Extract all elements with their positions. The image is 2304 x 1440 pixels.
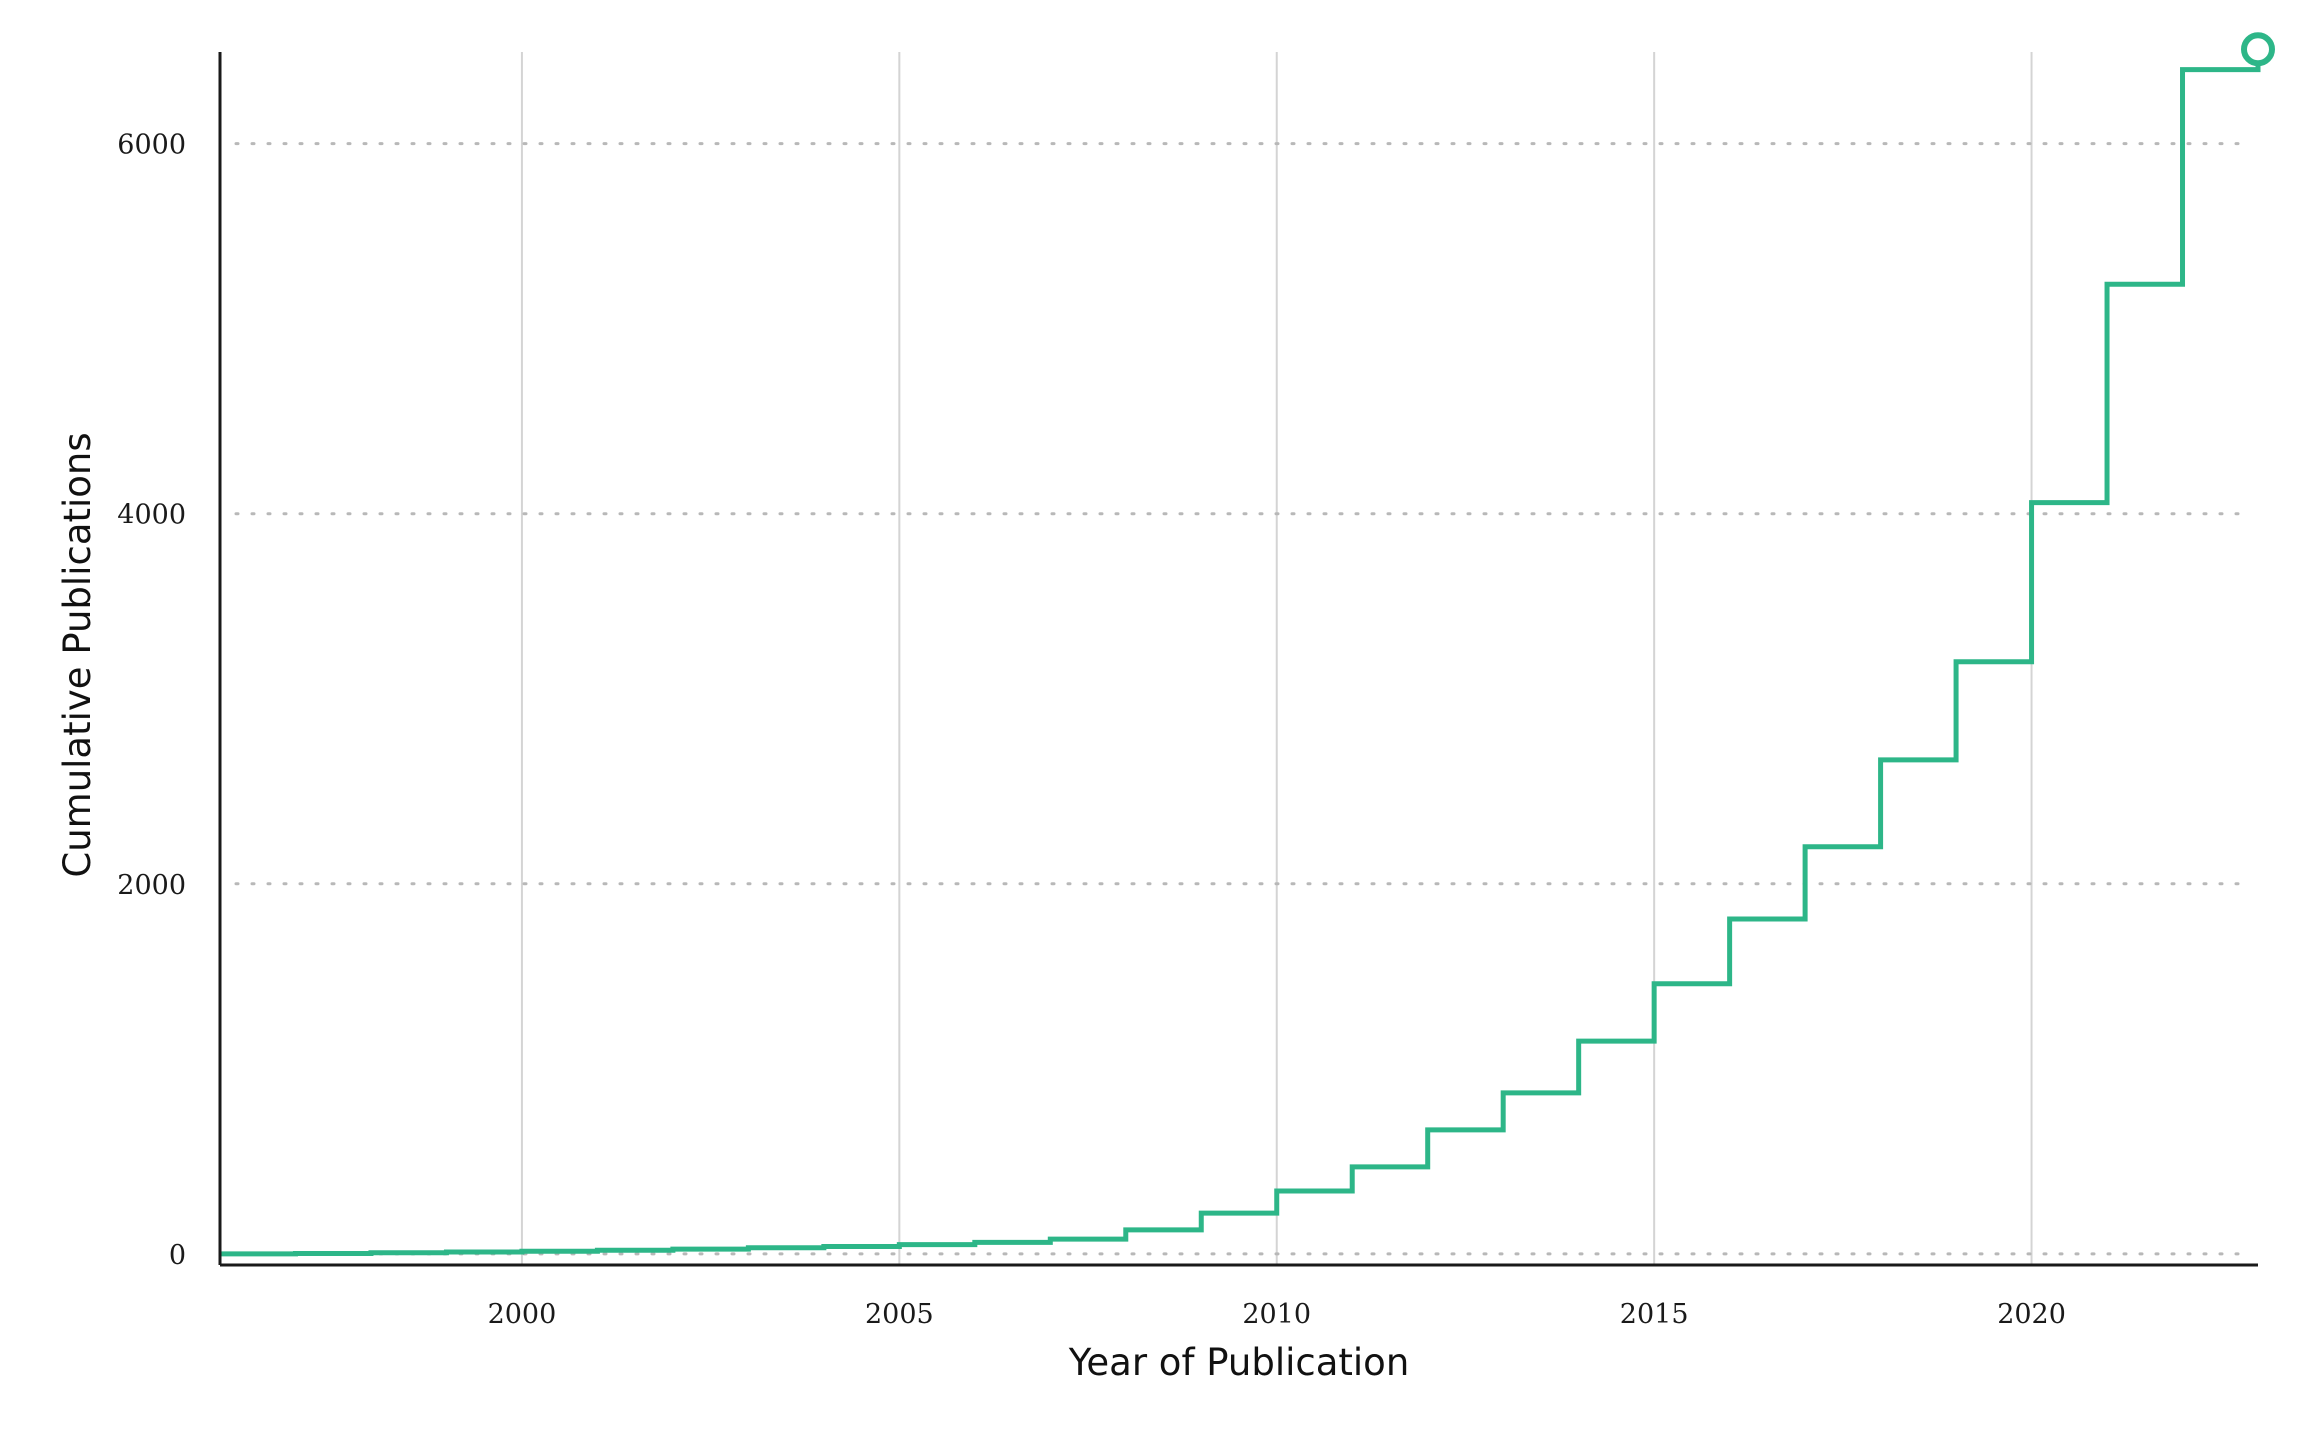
y-axis-title: Cumulative Publications: [56, 432, 99, 877]
x-tick-labels: 2000 2005 2010 2015 2020: [488, 1299, 2066, 1330]
y-tick-label-4000: 4000: [117, 500, 186, 531]
x-tick-label-2015: 2015: [1620, 1299, 1689, 1330]
x-tick-label-2020: 2020: [1997, 1299, 2066, 1330]
x-axis-title: Year of Publication: [1068, 1341, 1410, 1384]
x-tick-label-2000: 2000: [488, 1299, 557, 1330]
x-tick-label-2010: 2010: [1242, 1299, 1311, 1330]
y-tick-label-0: 0: [169, 1240, 186, 1271]
series-step-line: [220, 49, 2261, 1257]
y-tick-label-2000: 2000: [117, 870, 186, 901]
y-tick-labels: 0 2000 4000 6000: [117, 130, 186, 1271]
y-grid: [234, 142, 2250, 1256]
series-end-marker: [2241, 32, 2275, 67]
y-tick-label-6000: 6000: [117, 130, 186, 161]
x-tick-label-2005: 2005: [865, 1299, 934, 1330]
x-grid: [520, 52, 2033, 1265]
